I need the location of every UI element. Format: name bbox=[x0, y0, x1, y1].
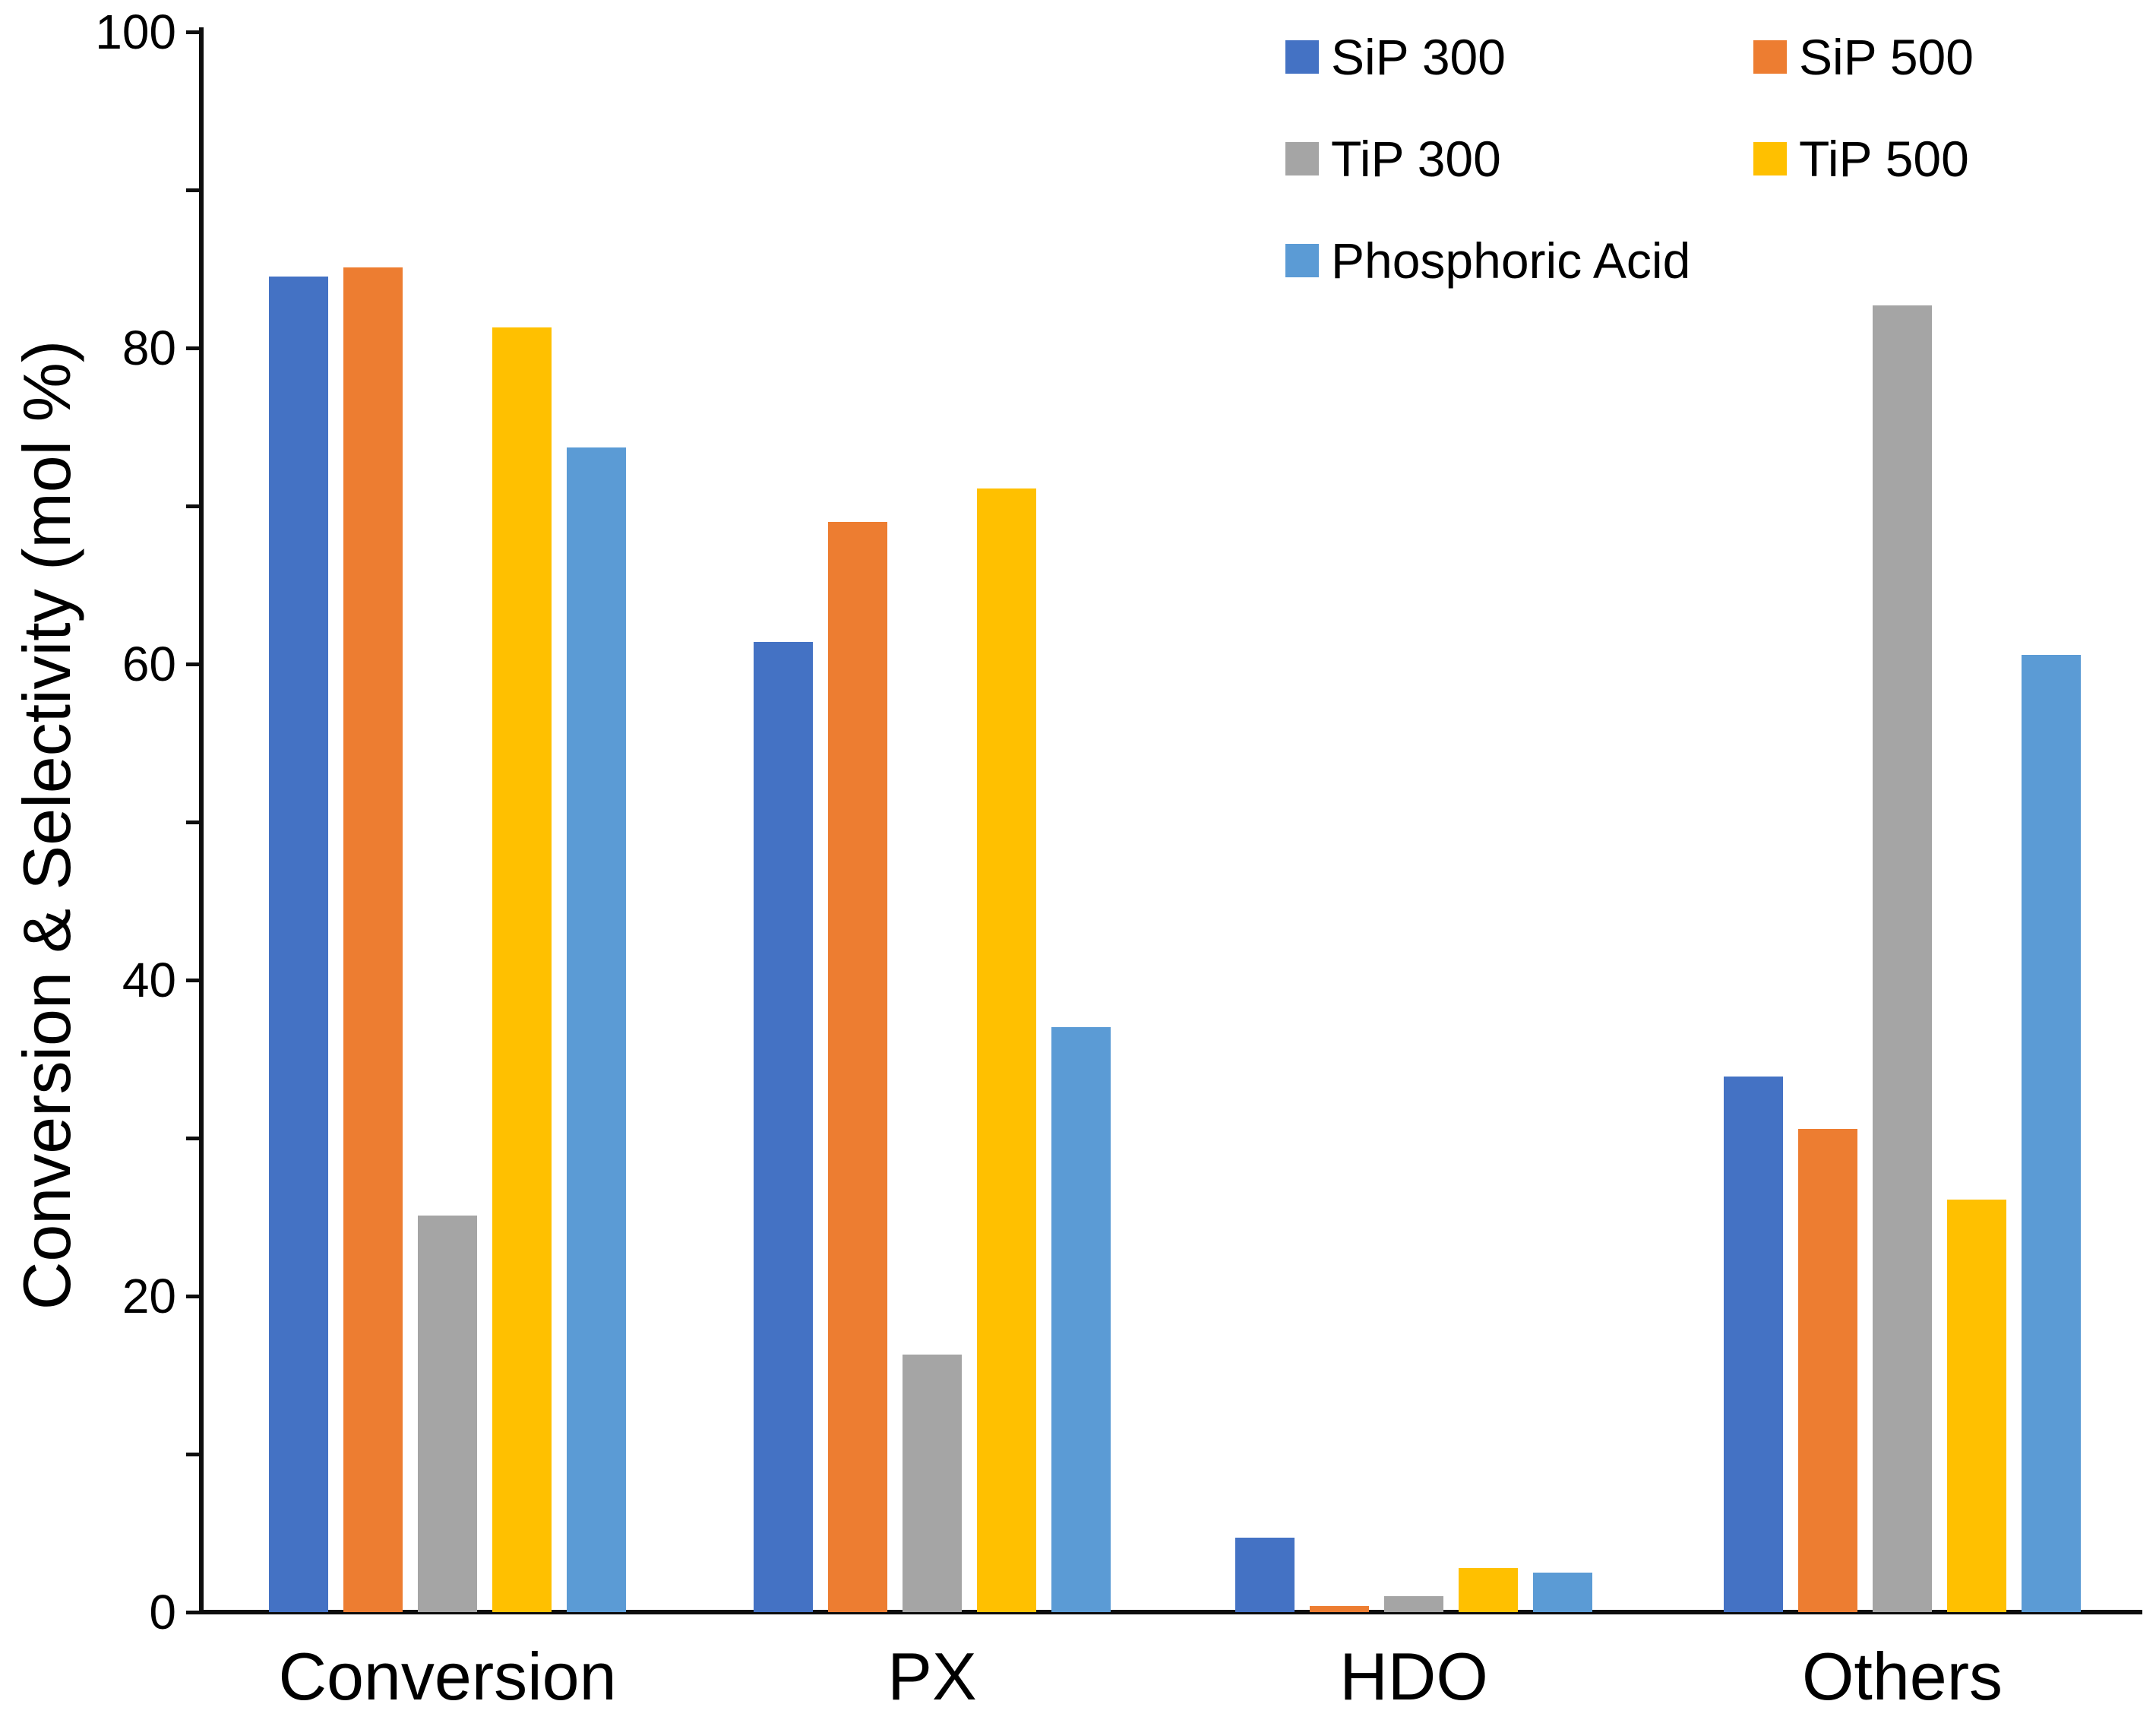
y-tick-label: 80 bbox=[122, 321, 176, 375]
legend-item-sip-300: SiP 300 bbox=[1285, 28, 1753, 86]
legend-swatch-icon bbox=[1285, 244, 1319, 277]
y-tick-label: 40 bbox=[122, 953, 176, 1007]
category-label-hdo: HDO bbox=[1339, 1639, 1488, 1714]
y-major-tick bbox=[186, 1611, 201, 1614]
legend-label: TiP 300 bbox=[1331, 131, 1501, 187]
legend-label: TiP 500 bbox=[1799, 131, 1969, 187]
category-label-others: Others bbox=[1801, 1639, 2003, 1714]
bar-sip-500-hdo bbox=[1310, 1606, 1369, 1612]
y-minor-tick bbox=[186, 188, 201, 192]
legend-swatch-icon bbox=[1285, 40, 1319, 74]
legend-item-tip-500: TiP 500 bbox=[1753, 130, 1974, 188]
bar-phosphoric-acid-px bbox=[1051, 1027, 1111, 1612]
bar-tip-300-px bbox=[903, 1355, 962, 1612]
y-minor-tick bbox=[186, 504, 201, 508]
bar-tip-500-others bbox=[1947, 1200, 2006, 1612]
y-major-tick bbox=[186, 1295, 201, 1298]
y-tick-label: 20 bbox=[122, 1269, 176, 1323]
category-label-px: PX bbox=[887, 1639, 977, 1714]
legend: SiP 300 SiP 500 TiP 300 TiP 500 Phosphoric A… bbox=[1285, 6, 1974, 311]
bar-tip-500-hdo bbox=[1459, 1568, 1518, 1612]
legend-item-phosphoric-acid: Phosphoric Acid bbox=[1285, 232, 1753, 289]
legend-swatch-icon bbox=[1753, 40, 1787, 74]
bar-sip-300-conversion bbox=[269, 277, 328, 1612]
y-minor-tick bbox=[186, 1453, 201, 1456]
legend-item-sip-500: SiP 500 bbox=[1753, 28, 1974, 86]
legend-label: SiP 500 bbox=[1799, 29, 1974, 85]
y-tick-label: 0 bbox=[149, 1585, 176, 1639]
bar-sip-500-conversion bbox=[343, 267, 403, 1612]
bar-sip-300-hdo bbox=[1235, 1538, 1295, 1612]
bar-sip-500-px bbox=[828, 522, 887, 1612]
legend-swatch-icon bbox=[1753, 142, 1787, 175]
legend-label: SiP 300 bbox=[1331, 29, 1506, 85]
legend-label: Phosphoric Acid bbox=[1331, 232, 1691, 289]
y-tick-label: 100 bbox=[95, 5, 176, 59]
bar-phosphoric-acid-others bbox=[2022, 655, 2081, 1612]
y-tick-label: 60 bbox=[122, 637, 176, 691]
y-major-tick bbox=[186, 30, 201, 34]
bar-sip-300-others bbox=[1724, 1077, 1783, 1612]
bar-tip-500-px bbox=[977, 488, 1036, 1612]
y-major-tick bbox=[186, 979, 201, 982]
y-minor-tick bbox=[186, 820, 201, 824]
bar-phosphoric-acid-hdo bbox=[1533, 1573, 1592, 1612]
x-axis-line bbox=[199, 1610, 2142, 1614]
bar-tip-300-conversion bbox=[418, 1216, 477, 1612]
y-major-tick bbox=[186, 346, 201, 350]
bar-sip-500-others bbox=[1798, 1129, 1857, 1612]
legend-swatch-icon bbox=[1285, 142, 1319, 175]
category-label-conversion: Conversion bbox=[278, 1639, 617, 1714]
bar-tip-300-others bbox=[1873, 305, 1932, 1612]
y-axis-title: Conversion & Selectivity (mol %) bbox=[9, 340, 84, 1311]
bar-tip-300-hdo bbox=[1384, 1596, 1443, 1612]
y-minor-tick bbox=[186, 1137, 201, 1140]
y-major-tick bbox=[186, 662, 201, 666]
bar-sip-300-px bbox=[754, 642, 813, 1612]
legend-item-tip-300: TiP 300 bbox=[1285, 130, 1753, 188]
y-axis-line bbox=[199, 27, 204, 1614]
bar-phosphoric-acid-conversion bbox=[567, 447, 626, 1612]
bar-tip-500-conversion bbox=[492, 327, 552, 1612]
